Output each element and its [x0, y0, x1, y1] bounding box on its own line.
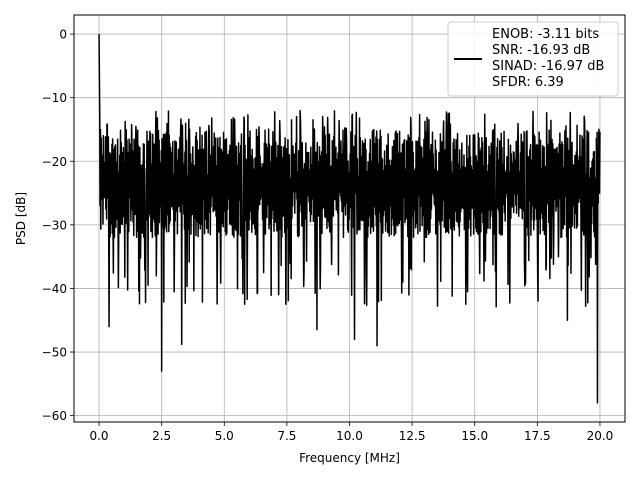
psd-series-line [98, 34, 601, 404]
x-tick-label: 12.5 [399, 429, 426, 443]
y-tick-label: −60 [42, 409, 67, 423]
x-tick-label: 2.5 [152, 429, 171, 443]
plot-lines [98, 34, 601, 404]
x-tick-label: 20.0 [587, 429, 614, 443]
y-tick-label: −10 [42, 91, 67, 105]
x-tick-label: 15.0 [461, 429, 488, 443]
legend-sfdr: SFDR: 6.39 [492, 75, 564, 90]
x-axis-label: Frequency [MHz] [299, 451, 400, 465]
x-tick-label: 0.0 [89, 429, 108, 443]
legend-box [447, 21, 619, 97]
y-axis-label: PSD [dB] [14, 192, 28, 245]
legend: ENOB: -3.11 bits SNR: -16.93 dB SINAD: -… [447, 21, 619, 97]
legend-enob: ENOB: -3.11 bits [492, 27, 599, 42]
y-tick-label: 0 [59, 28, 67, 42]
legend-sinad: SINAD: -16.97 dB [492, 59, 604, 74]
axis-ticks: 0.0 2.5 5.0 7.5 10.0 12.5 15.0 17.5 20.0 0 −10 −20 −… [42, 28, 614, 443]
y-tick-label: −50 [42, 346, 67, 360]
y-tick-label: −40 [42, 282, 67, 296]
y-tick-label: −30 [42, 218, 67, 232]
legend-snr: SNR: -16.93 dB [492, 43, 590, 58]
x-tick-label: 10.0 [336, 429, 363, 443]
x-tick-label: 5.0 [215, 429, 234, 443]
y-tick-label: −20 [42, 155, 67, 169]
x-tick-label: 17.5 [524, 429, 551, 443]
x-tick-label: 7.5 [277, 429, 296, 443]
